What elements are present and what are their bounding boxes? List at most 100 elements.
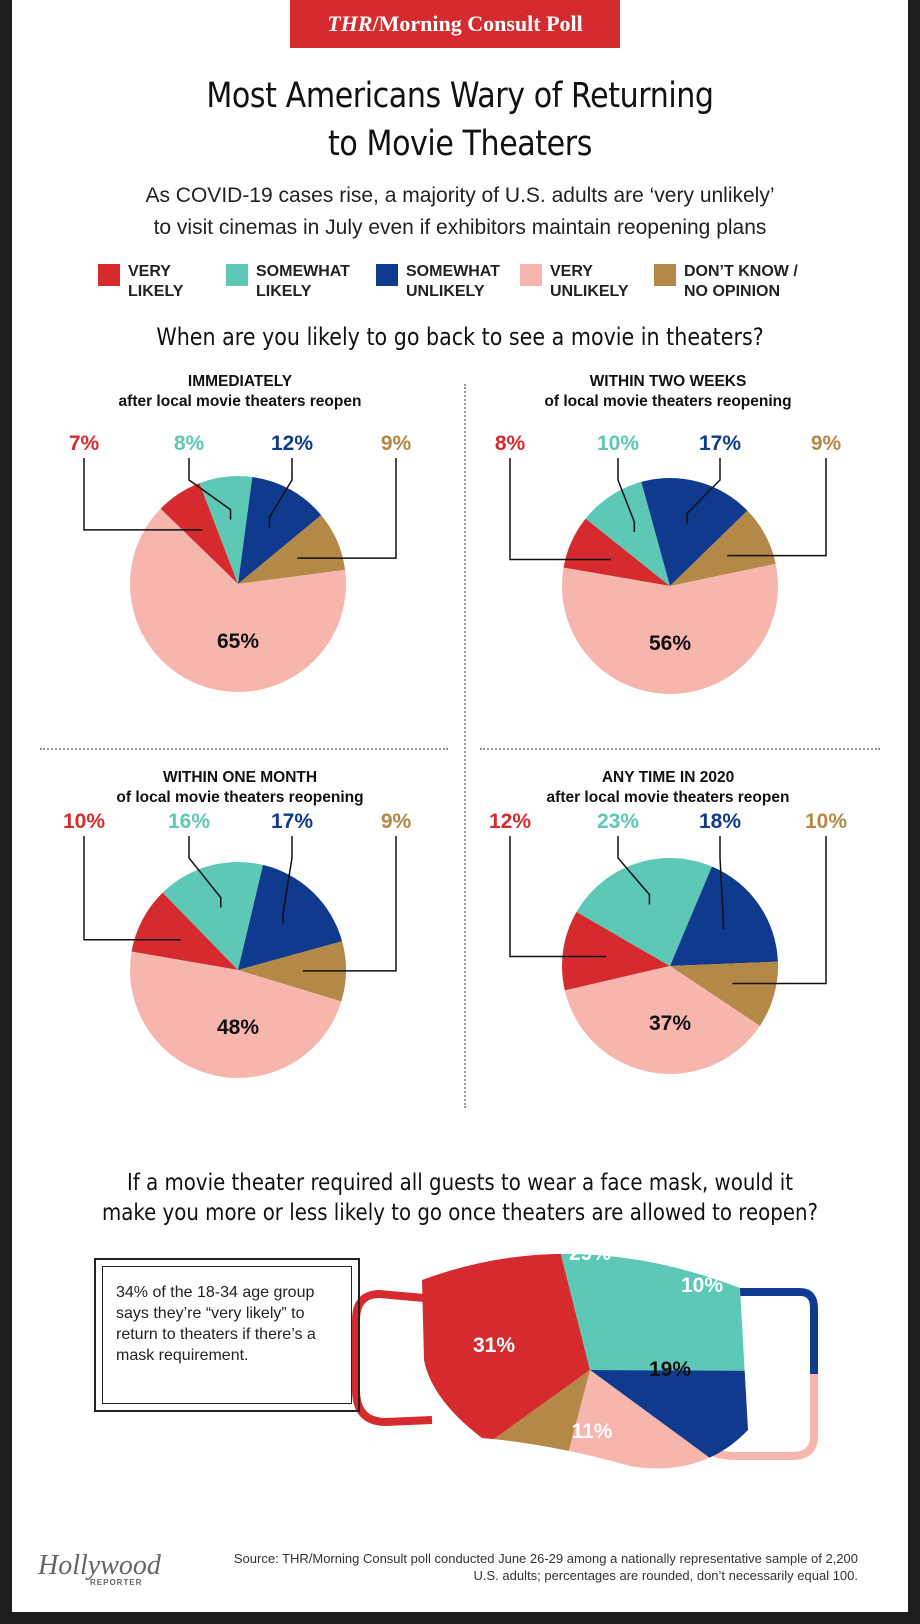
pie-label-somewhat-unlikely: 18% bbox=[699, 810, 741, 833]
pie-label-somewhat-likely: 10% bbox=[597, 432, 639, 455]
pie-label-very-unlikely: 37% bbox=[649, 1012, 691, 1035]
leader-line bbox=[268, 458, 293, 528]
legend-label: SOMEWHAT UNLIKELY bbox=[406, 263, 500, 300]
pie-label-somewhat-unlikely: 12% bbox=[271, 432, 313, 455]
pie-label-very-likely: 12% bbox=[489, 810, 531, 833]
pie-label-very-unlikely: 56% bbox=[649, 632, 691, 655]
leader-line bbox=[727, 458, 827, 557]
pie-slice-very-likely bbox=[131, 892, 238, 970]
callout-inner-border bbox=[102, 1266, 352, 1404]
leader-line bbox=[83, 836, 181, 941]
mask-strap-left bbox=[352, 1289, 433, 1427]
banner-thr: THR bbox=[327, 11, 373, 36]
leader-line bbox=[282, 836, 293, 924]
mask-slice-somewhat-unlikely bbox=[590, 1370, 748, 1469]
mask-slice-somewhat-likely bbox=[526, 1253, 748, 1372]
pie-slice-somewhat-unlikely bbox=[641, 478, 748, 586]
divider-vertical bbox=[464, 384, 466, 1108]
pie-slice-very-likely bbox=[160, 483, 238, 584]
infographic: THR/Morning Consult Poll Most Americans … bbox=[12, 0, 908, 1612]
leader-line bbox=[719, 836, 725, 930]
mask-label-don-t-know-no-opinion: 11% bbox=[572, 1420, 613, 1443]
pie-slice-somewhat-likely bbox=[162, 862, 264, 970]
legend-swatch bbox=[654, 264, 676, 286]
question-2-line-2: make you more or less likely to go once … bbox=[101, 1200, 819, 1226]
page-title: Most Americans Wary of Returning to Movi… bbox=[75, 72, 846, 168]
pie-0: 7% 8% 12% 9% 65% bbox=[69, 432, 412, 693]
legend-item-dont-know: DON’T KNOW / NO OPINION bbox=[654, 262, 798, 302]
pie-title-immediately: IMMEDIATELY after local movie theaters r… bbox=[118, 373, 362, 410]
pie-slice-don-t-know-no-opinion bbox=[238, 515, 346, 584]
pie-label-very-likely: 10% bbox=[63, 810, 105, 833]
legend-swatch bbox=[98, 264, 120, 286]
pie-slice-somewhat-unlikely bbox=[238, 476, 322, 584]
question-2-line-1: If a movie theater required all guests t… bbox=[127, 1170, 793, 1196]
legend-label: SOMEWHAT LIKELY bbox=[256, 263, 350, 300]
pie-label-very-unlikely: 48% bbox=[217, 1016, 259, 1039]
question-1: When are you likely to go back to see a … bbox=[156, 323, 764, 351]
leader-line bbox=[83, 458, 203, 531]
pie-label-very-likely: 8% bbox=[495, 432, 526, 455]
title-line-1: Most Americans Wary of Returning bbox=[206, 76, 714, 116]
pie-label-don-t-know-no-opinion: 10% bbox=[805, 810, 847, 833]
legend-label: VERY LIKELY bbox=[128, 263, 184, 300]
leader-line bbox=[686, 458, 721, 524]
pie-2: 10% 16% 17% 9% 48% bbox=[63, 810, 412, 1078]
pie-title-one-month: WITHIN ONE MONTH of local movie theaters… bbox=[116, 769, 364, 806]
pie-3: 12% 23% 18% 10% 37% bbox=[489, 810, 847, 1074]
pie-slice-somewhat-likely bbox=[576, 858, 712, 966]
legend: VERY LIKELY SOMEWHAT LIKELY SOMEWHAT UNL… bbox=[98, 262, 858, 310]
mask-strap-right-top bbox=[738, 1288, 818, 1374]
pie-label-somewhat-unlikely: 17% bbox=[699, 432, 741, 455]
divider-horizontal-left bbox=[40, 748, 448, 750]
pie-slice-very-likely bbox=[563, 518, 670, 586]
legend-item-very-unlikely: VERY UNLIKELY bbox=[520, 262, 629, 302]
pie-label-somewhat-unlikely: 17% bbox=[271, 810, 313, 833]
leader-line bbox=[732, 836, 827, 985]
mask-slice-don-t-know-no-opinion bbox=[422, 1370, 590, 1469]
mask-label-somewhat-unlikely: 10% bbox=[681, 1274, 723, 1297]
divider-horizontal-right bbox=[480, 748, 880, 750]
legend-swatch bbox=[520, 264, 542, 286]
pie-slice-very-unlikely bbox=[129, 508, 346, 693]
pie-label-very-unlikely: 65% bbox=[217, 630, 259, 653]
legend-swatch bbox=[226, 264, 248, 286]
leader-line bbox=[188, 458, 232, 520]
mask-slice-very-likely bbox=[422, 1253, 590, 1469]
pie-slice-don-t-know-no-opinion bbox=[670, 961, 778, 1026]
pie-slice-somewhat-unlikely bbox=[670, 866, 778, 966]
pie-slice-don-t-know-no-opinion bbox=[670, 510, 776, 586]
pie-label-somewhat-likely: 8% bbox=[174, 432, 205, 455]
question-2: If a movie theater required all guests t… bbox=[75, 1168, 846, 1228]
pie-label-don-t-know-no-opinion: 9% bbox=[381, 432, 412, 455]
pie-slice-very-unlikely bbox=[561, 563, 778, 695]
pie-slice-don-t-know-no-opinion bbox=[238, 941, 346, 1002]
legend-label: DON’T KNOW / NO OPINION bbox=[684, 263, 798, 300]
callout-box: 34% of the 18-34 age group says they’re … bbox=[94, 1258, 360, 1412]
pie-label-don-t-know-no-opinion: 9% bbox=[381, 810, 412, 833]
pie-slice-somewhat-likely bbox=[585, 481, 670, 586]
banner-rest: /Morning Consult Poll bbox=[372, 11, 583, 36]
mask-chart: 31% 29% 10% 19% 11% bbox=[352, 1242, 818, 1469]
pie-1: 8% 10% 17% 9% 56% bbox=[495, 432, 842, 695]
mask-label-very-unlikely: 19% bbox=[649, 1358, 691, 1381]
legend-swatch bbox=[376, 264, 398, 286]
pie-slice-very-unlikely bbox=[130, 951, 342, 1078]
subtitle-line-2: to visit cinemas in July even if exhibit… bbox=[153, 216, 767, 239]
mask-pie bbox=[422, 1253, 748, 1469]
leader-line bbox=[302, 836, 397, 972]
title-line-2: to Movie Theaters bbox=[328, 124, 592, 164]
leader-line bbox=[509, 836, 606, 958]
pie-label-don-t-know-no-opinion: 9% bbox=[811, 432, 842, 455]
pie-charts: 7% 8% 12% 9%65%8% 10% 17% 9%56%10% 16% 17% 9%48%1… bbox=[63, 432, 847, 1078]
mask-slice-very-unlikely bbox=[524, 1370, 748, 1469]
pie-label-somewhat-likely: 16% bbox=[168, 810, 210, 833]
mask-label-somewhat-likely: 29% bbox=[569, 1242, 611, 1265]
logo-subtitle: REPORTER bbox=[90, 1578, 143, 1587]
poll-banner: THR/Morning Consult Poll bbox=[290, 0, 620, 48]
leader-line bbox=[617, 836, 651, 905]
pie-slice-somewhat-likely bbox=[199, 476, 253, 584]
hollywood-reporter-logo: Hollywood bbox=[38, 1550, 161, 1581]
pie-label-very-likely: 7% bbox=[69, 432, 100, 455]
leader-line bbox=[617, 458, 636, 532]
